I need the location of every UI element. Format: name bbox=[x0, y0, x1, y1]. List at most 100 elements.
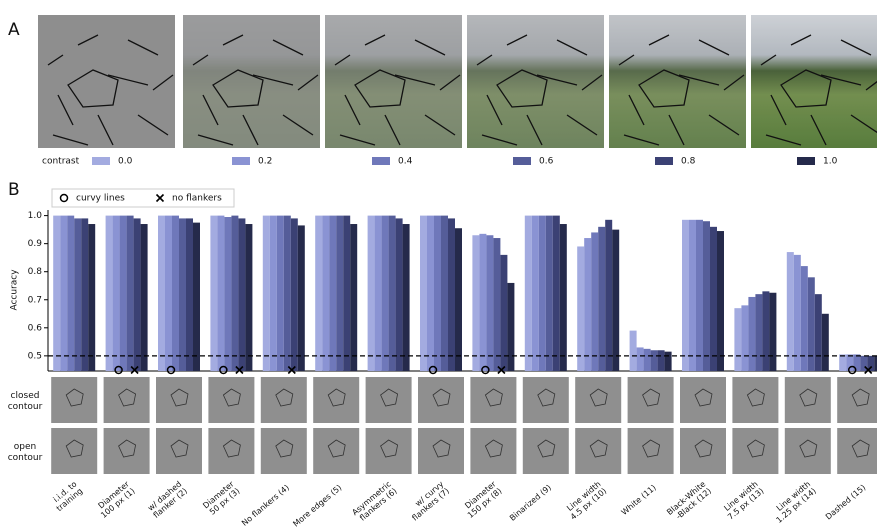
legend-swatch bbox=[797, 157, 815, 165]
bar bbox=[591, 232, 598, 371]
panel-label: B bbox=[8, 180, 20, 200]
stimulus-thumbnail bbox=[785, 428, 831, 474]
legend-swatch bbox=[655, 157, 673, 165]
bar bbox=[769, 293, 776, 371]
legend-label: 0.0 bbox=[118, 157, 133, 167]
bar bbox=[420, 216, 427, 371]
bar bbox=[343, 216, 350, 371]
legend-title: contrast bbox=[42, 157, 80, 167]
bar bbox=[193, 223, 200, 371]
x-tick-label: Black-White-Black (12) bbox=[665, 479, 713, 523]
stimulus-thumbnail bbox=[104, 428, 150, 474]
bar bbox=[441, 216, 448, 371]
x-tick-label-line: No flankers (4) bbox=[240, 483, 291, 528]
bar bbox=[612, 230, 619, 371]
bar bbox=[141, 224, 148, 371]
bar bbox=[500, 255, 507, 371]
bar bbox=[427, 216, 434, 371]
legend-label: 1.0 bbox=[823, 157, 838, 167]
bar bbox=[734, 308, 741, 371]
contrast-overlay bbox=[325, 15, 462, 148]
x-tick-label: w/ curvyflankers (7) bbox=[404, 479, 451, 522]
stimulus-thumbnail bbox=[51, 377, 97, 423]
bar bbox=[113, 216, 120, 371]
bar bbox=[81, 218, 88, 371]
contrast-overlay bbox=[183, 15, 320, 148]
x-tick-label: w/ dashedflanker (2) bbox=[145, 479, 188, 519]
x-tick-label-line: Binarized (9) bbox=[508, 483, 553, 523]
stimulus-thumbnail bbox=[418, 377, 464, 423]
bar bbox=[546, 216, 553, 371]
bar bbox=[88, 224, 95, 371]
y-tick-label: 0.5 bbox=[28, 351, 42, 361]
bar bbox=[120, 216, 127, 371]
bar bbox=[263, 216, 270, 371]
bar bbox=[630, 331, 637, 371]
stimulus-thumbnail bbox=[156, 377, 202, 423]
contrast-overlay bbox=[609, 15, 746, 148]
bar bbox=[479, 234, 486, 371]
bar bbox=[382, 216, 389, 371]
bar bbox=[605, 220, 612, 371]
stimulus-thumbnail bbox=[208, 377, 254, 423]
bar bbox=[448, 218, 455, 371]
x-tick-label: Binarized (9) bbox=[508, 483, 553, 523]
panel-label: A bbox=[8, 20, 20, 40]
bar bbox=[74, 218, 81, 371]
stimulus-thumbnail bbox=[575, 377, 621, 423]
bar bbox=[403, 224, 410, 371]
bar bbox=[53, 216, 60, 371]
bar bbox=[224, 217, 231, 371]
bar bbox=[165, 216, 172, 371]
bar bbox=[336, 216, 343, 371]
row-label-line: contour bbox=[8, 453, 43, 463]
legend-swatch bbox=[513, 157, 531, 165]
content: 0.00.20.40.60.81.00.50.60.70.80.91.0i.i.… bbox=[8, 15, 877, 528]
y-tick-label: 1.0 bbox=[28, 211, 43, 221]
x-tick-label: i.i.d. totraining bbox=[49, 479, 84, 513]
bar bbox=[696, 220, 703, 371]
x-tick-label: No flankers (4) bbox=[240, 483, 291, 528]
bar bbox=[560, 224, 567, 371]
bar bbox=[598, 227, 605, 371]
legend-label: 0.8 bbox=[681, 157, 696, 167]
bar bbox=[172, 216, 179, 371]
stimulus-thumbnail bbox=[313, 377, 359, 423]
y-tick-label: 0.6 bbox=[28, 323, 43, 333]
bar bbox=[396, 218, 403, 371]
stimulus-thumbnail bbox=[313, 428, 359, 474]
stimulus-thumbnail bbox=[156, 428, 202, 474]
stimulus-thumbnail bbox=[470, 428, 516, 474]
stimulus-thumbnail bbox=[628, 428, 674, 474]
x-tick-label: Line width7.5 px (13) bbox=[720, 479, 765, 521]
bar bbox=[375, 216, 382, 371]
x-tick-label: White (11) bbox=[619, 483, 657, 517]
bar bbox=[584, 238, 591, 371]
bar bbox=[134, 218, 141, 371]
x-tick-label-line: Dashed (15) bbox=[824, 483, 868, 522]
bar bbox=[329, 216, 336, 371]
stimulus-thumbnail bbox=[208, 428, 254, 474]
row-label: closedcontour bbox=[8, 391, 43, 412]
figure: A B contrast Accuracy 0.00.20.40.60.81.0… bbox=[0, 0, 877, 532]
bar bbox=[389, 216, 396, 371]
bar bbox=[815, 294, 822, 371]
bar bbox=[472, 235, 479, 371]
bar bbox=[298, 225, 305, 371]
marker-legend-label: curvy lines bbox=[76, 194, 125, 204]
stimulus-thumbnail bbox=[575, 428, 621, 474]
bar bbox=[67, 216, 74, 371]
legend-swatch bbox=[372, 157, 390, 165]
x-tick-label-line: White (11) bbox=[619, 483, 657, 517]
x-tick-label: Asymmetricflankers (6) bbox=[350, 479, 398, 524]
bar bbox=[434, 216, 441, 371]
bar bbox=[217, 216, 224, 371]
stimulus-thumbnail bbox=[261, 377, 307, 423]
bar bbox=[486, 235, 493, 371]
y-tick-label: 0.7 bbox=[28, 295, 42, 305]
bar bbox=[186, 218, 193, 371]
bar bbox=[60, 216, 67, 371]
stimulus-thumbnail bbox=[470, 377, 516, 423]
bar bbox=[539, 216, 546, 371]
bar bbox=[808, 277, 815, 371]
